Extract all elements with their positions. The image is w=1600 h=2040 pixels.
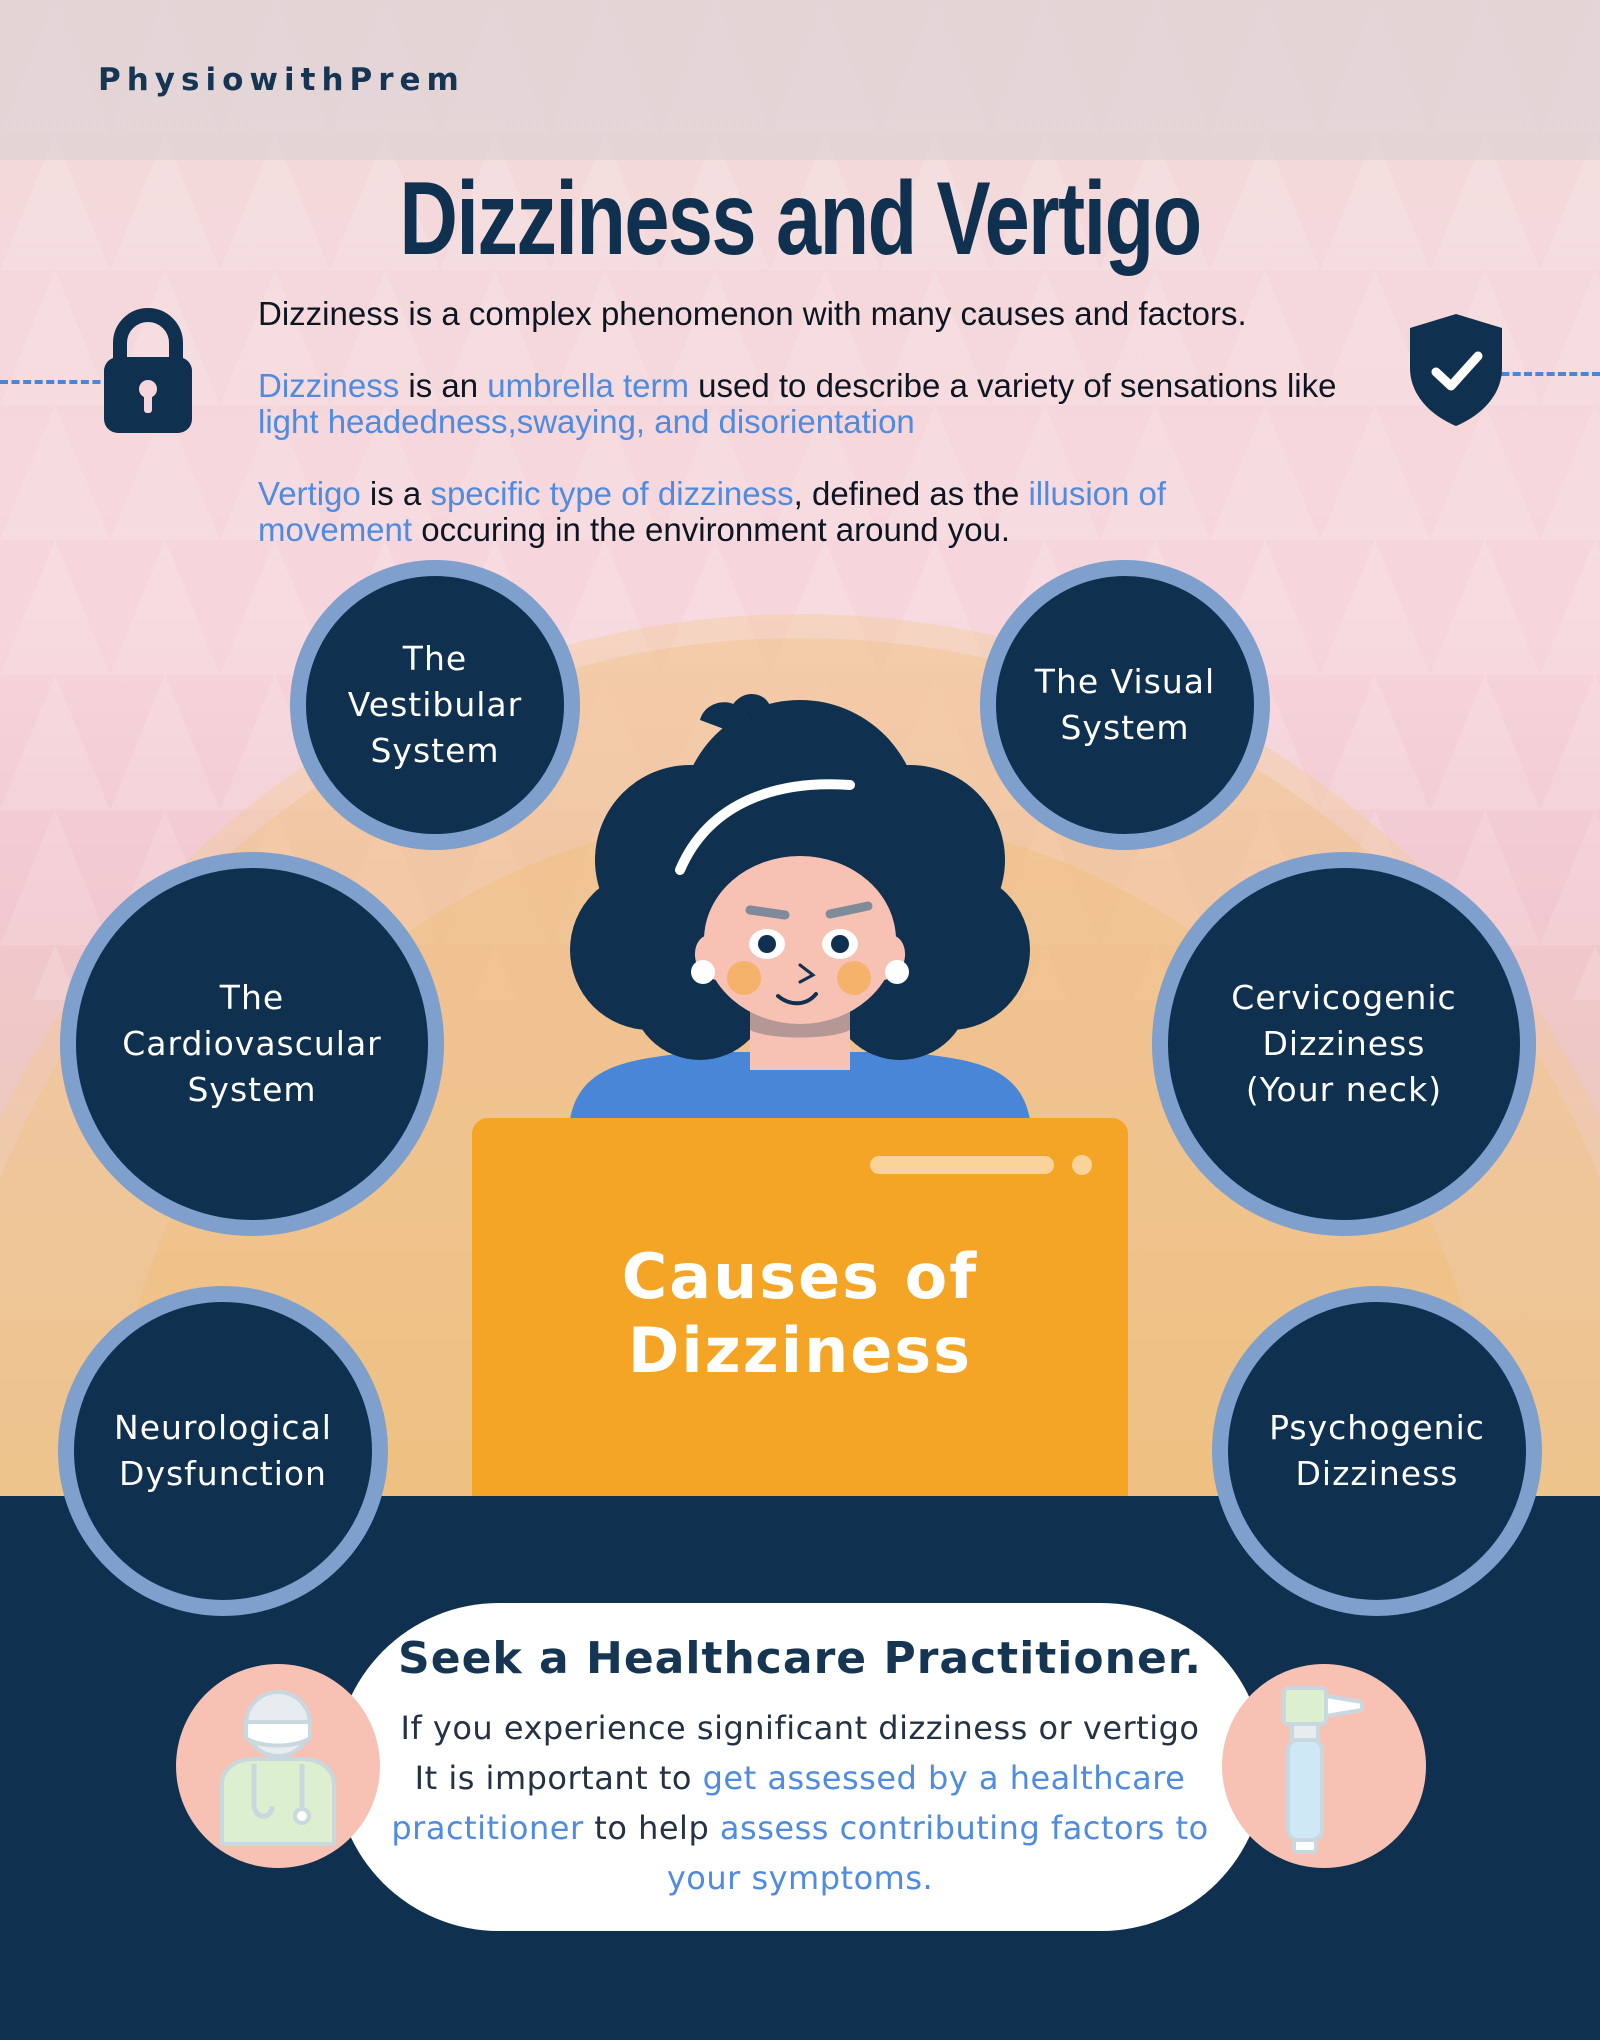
page-title: Dizziness and Vertigo (399, 161, 1202, 277)
otoscope-icon (1282, 1686, 1364, 1854)
cause-cervicogenic-label: Cervicogenic Dizziness (Your neck) (1231, 978, 1457, 1109)
doctor-icon (220, 1690, 336, 1846)
body-text: , defined as the (793, 475, 1029, 512)
cause-psychogenic: Psychogenic Dizziness (1212, 1286, 1542, 1616)
body-text: to help (583, 1809, 720, 1847)
laptop-card: Causes of Dizziness (472, 1118, 1128, 1496)
seek-practitioner-card: Seek a Healthcare Practitioner. If you e… (335, 1603, 1265, 1931)
cause-psychogenic-label: Psychogenic Dizziness (1269, 1408, 1485, 1493)
cause-cardiovascular: The Cardiovascular System (60, 852, 444, 1236)
header-bar (0, 0, 1600, 160)
seek-title: Seek a Healthcare Practitioner. (398, 1633, 1202, 1684)
cause-vestibular-label: The Vestibular System (347, 639, 523, 770)
body-text: If you experience significant dizziness … (400, 1709, 1200, 1797)
highlight-text: assess contributing factors to your symp… (666, 1809, 1209, 1897)
highlight-text: illusion of movement (258, 475, 1167, 548)
right-dashed-line (1490, 372, 1600, 376)
highlight-text: get assessed by a healthcare practitione… (391, 1759, 1186, 1847)
body-text: is a (360, 475, 431, 512)
otoscope-icon-badge (1222, 1664, 1426, 1868)
seek-body: If you experience significant dizziness … (385, 1703, 1215, 1903)
highlight-text: Dizziness (258, 367, 400, 404)
cause-visual: The Visual System (980, 560, 1270, 850)
intro-line-1: Dizziness is a complex phenomenon with m… (258, 295, 1247, 332)
brand-name: PhysiowithPrem (98, 62, 465, 98)
doctor-icon-badge (176, 1664, 380, 1868)
cause-neurological: Neurological Dysfunction (58, 1286, 388, 1616)
cause-cervicogenic: Cervicogenic Dizziness (Your neck) (1152, 852, 1536, 1236)
highlight-text: specific type of dizziness (430, 475, 794, 512)
lock-icon (104, 308, 192, 433)
laptop-dot-decoration (1072, 1155, 1092, 1175)
body-text: is an (399, 367, 488, 404)
cause-vestibular: The Vestibular System (290, 560, 580, 850)
highlight-text: umbrella term (487, 367, 689, 404)
laptop-bar-decoration (870, 1156, 1054, 1174)
shield-check-icon (1410, 314, 1502, 426)
woman-illustration (570, 693, 1030, 1120)
causes-title: Causes of Dizziness (621, 1240, 979, 1387)
cause-cardiovascular-label: The Cardiovascular System (122, 978, 382, 1109)
intro-paragraph-dizziness: Dizziness is an umbrella term used to de… (258, 368, 1368, 440)
body-text: used to describe a variety of sensations… (688, 367, 1337, 404)
highlight-text: Vertigo (258, 475, 361, 512)
intro-paragraph-vertigo: Vertigo is a specific type of dizziness,… (258, 476, 1258, 548)
body-text: occuring in the environment around you. (412, 511, 1011, 548)
highlight-text: light headedness,swaying, and disorienta… (258, 403, 915, 440)
cause-visual-label: The Visual System (1034, 662, 1216, 747)
left-dashed-line (0, 380, 112, 384)
cause-neurological-label: Neurological Dysfunction (114, 1408, 332, 1493)
